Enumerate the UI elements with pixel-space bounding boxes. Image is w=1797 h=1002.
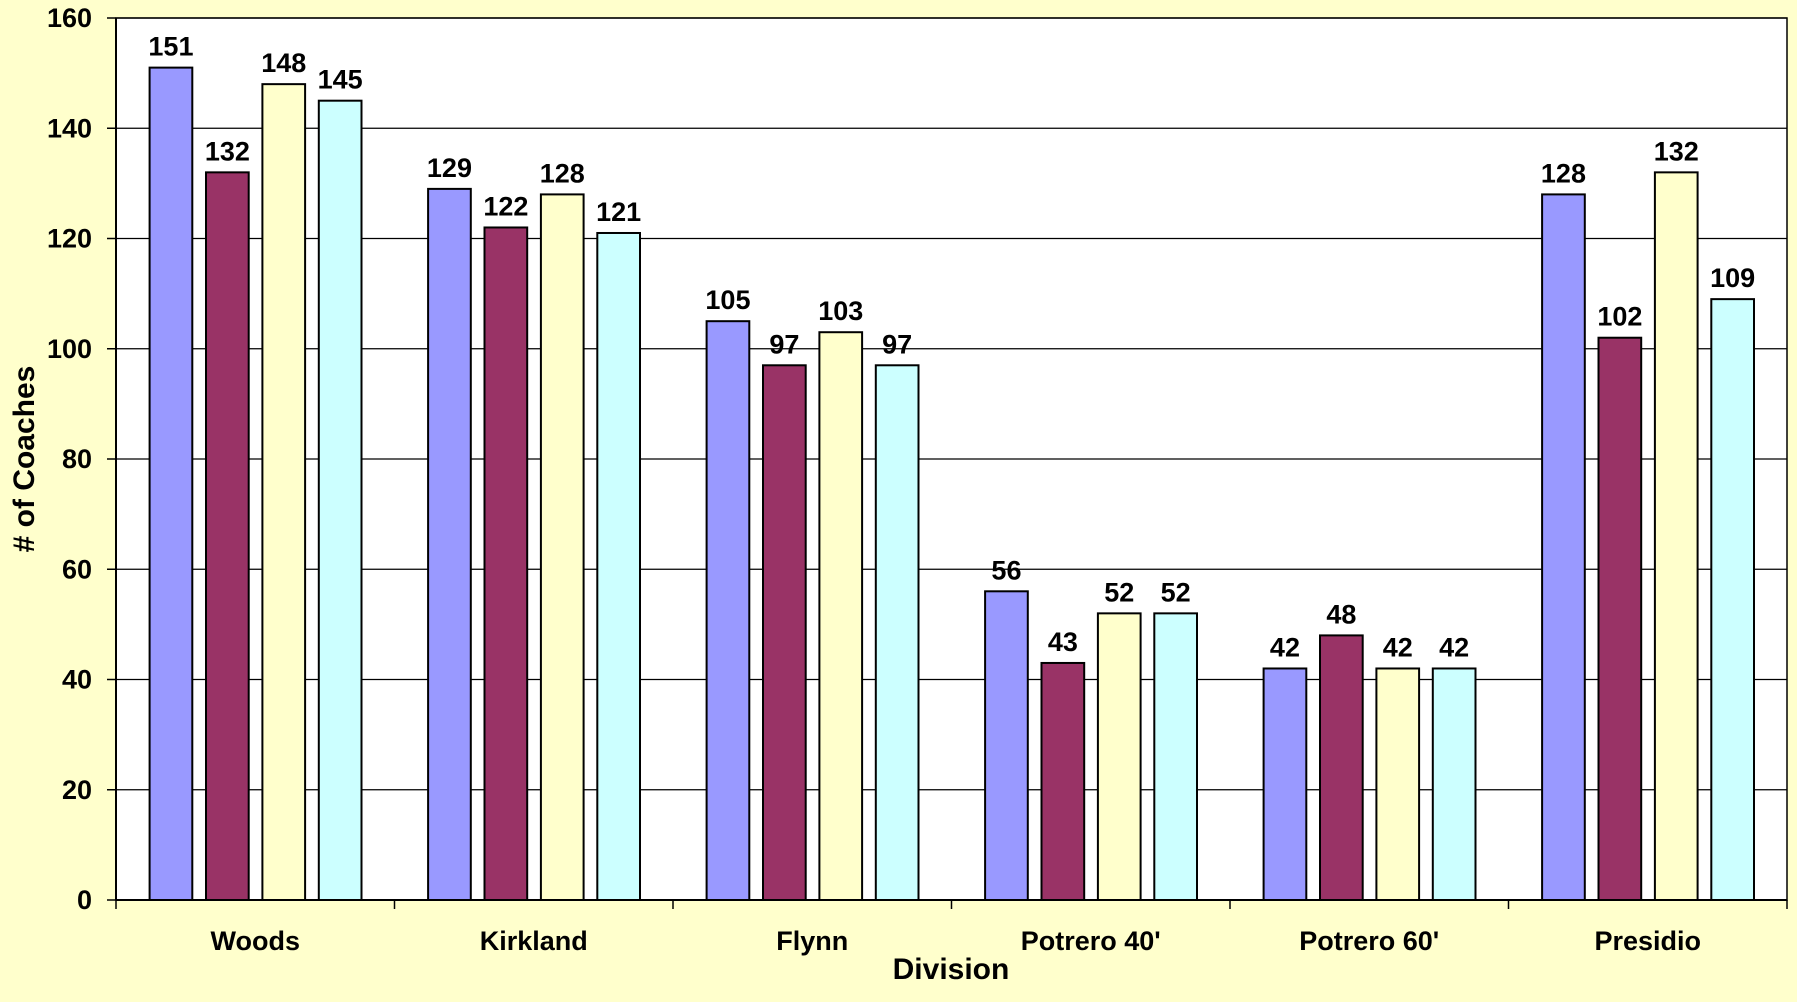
data-label: 97 [769, 329, 799, 359]
data-label: 129 [427, 153, 472, 183]
bar [874, 364, 920, 902]
bar [1541, 193, 1586, 901]
bar [1319, 634, 1364, 902]
bar [148, 66, 194, 902]
data-label: 103 [818, 296, 863, 326]
bar [818, 331, 864, 901]
bar [317, 99, 363, 901]
bar [1375, 667, 1421, 901]
bar [483, 226, 529, 902]
data-label: 128 [1541, 158, 1586, 188]
bar [205, 171, 250, 902]
bar [984, 590, 1029, 901]
x-category-label: Potrero 60' [1299, 926, 1439, 956]
data-label: 48 [1326, 599, 1356, 629]
data-label: 97 [882, 329, 912, 359]
data-label: 132 [1654, 136, 1699, 166]
x-category-label: Presidio [1594, 926, 1701, 956]
bar [1653, 171, 1699, 902]
data-label: 42 [1439, 632, 1469, 662]
data-label: 151 [148, 32, 193, 62]
data-label: 145 [318, 65, 363, 95]
y-tick-label: 140 [47, 113, 92, 143]
y-tick-label: 60 [62, 554, 92, 584]
y-tick-label: 20 [62, 775, 92, 805]
bar [427, 187, 472, 901]
bar [762, 364, 807, 902]
data-label: 148 [261, 48, 306, 78]
bars [148, 66, 1756, 902]
data-label: 128 [540, 158, 585, 188]
bar [1431, 667, 1477, 901]
bar [261, 83, 307, 901]
data-label: 105 [705, 285, 750, 315]
data-label: 42 [1270, 632, 1300, 662]
data-label: 42 [1383, 632, 1413, 662]
data-label: 52 [1161, 577, 1191, 607]
y-tick-label: 0 [77, 885, 92, 915]
bar [1153, 612, 1199, 901]
data-label: 122 [483, 191, 528, 221]
data-label: 52 [1104, 577, 1134, 607]
bar [1597, 336, 1643, 902]
x-category-label: Kirkland [480, 926, 588, 956]
x-category-label: Flynn [776, 926, 848, 956]
bar [1096, 612, 1142, 901]
x-category-label: Potrero 40' [1021, 926, 1161, 956]
bar [539, 193, 585, 901]
bar [705, 320, 751, 901]
x-axis-title: Division [893, 953, 1010, 986]
bar [1040, 661, 1086, 902]
bar [1710, 298, 1756, 901]
axes: 0 20 40 60 80 100 120 140 160 Woods Kirkland Flynn P… [47, 3, 1788, 956]
data-label: 102 [1597, 302, 1642, 332]
data-label: 132 [205, 136, 250, 166]
data-label: 56 [991, 555, 1021, 585]
y-tick-label: 160 [47, 3, 92, 33]
data-labels: 151 132 148 145 129 122 128 121 105 97 103 97 56 43 52… [148, 32, 1755, 663]
bar [1262, 667, 1308, 901]
data-label: 43 [1048, 627, 1078, 657]
y-tick-label: 80 [62, 444, 92, 474]
data-label: 121 [596, 197, 641, 227]
data-label: 109 [1710, 263, 1755, 293]
bar [596, 231, 641, 902]
x-category-label: Woods [211, 926, 301, 956]
y-axis-title: # of Coaches [8, 366, 41, 553]
y-tick-label: 100 [47, 334, 92, 364]
y-tick-label: 120 [47, 224, 92, 254]
y-tick-label: 40 [62, 665, 92, 695]
